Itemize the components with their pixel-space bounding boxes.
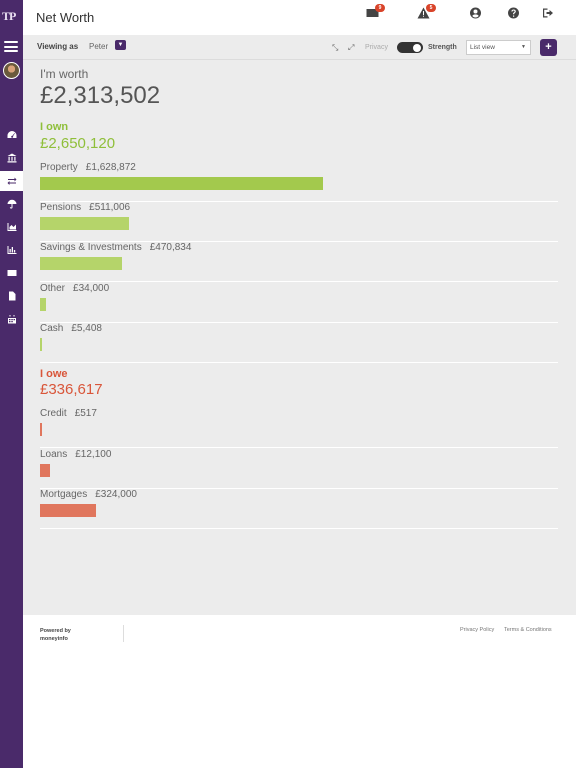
chevron-down-icon: ▼ — [117, 42, 124, 48]
asset-bar — [40, 298, 46, 311]
footer: Powered by moneyinfo Privacy Policy Term… — [23, 615, 576, 768]
row-amount: £324,000 — [95, 489, 137, 500]
asset-bar — [40, 338, 42, 351]
avatar[interactable] — [3, 62, 20, 79]
sign-out-icon — [543, 8, 553, 18]
row-label: Credit — [40, 408, 67, 419]
page-title: Net Worth — [36, 10, 95, 25]
alerts-badge: 5 — [426, 4, 436, 12]
viewing-as-name: Peter — [89, 42, 109, 51]
view-toolbar: Viewing as Peter ▼ ⤡ ⤢ Privacy Strength … — [23, 35, 576, 60]
sidebar: TP — [0, 0, 24, 768]
user-circle-icon — [470, 7, 481, 19]
strength-label: Strength — [428, 44, 457, 51]
liability-bar — [40, 464, 50, 477]
calendar-icon[interactable] — [0, 309, 23, 329]
liability-row-loans[interactable]: Loans £12,100 — [40, 449, 558, 489]
row-amount: £517 — [74, 408, 97, 419]
liability-bar — [40, 504, 96, 517]
row-label: Savings & Investments — [40, 242, 142, 253]
caret-down-icon: ▼ — [521, 44, 526, 50]
view-mode-select[interactable]: List view ▼ — [466, 40, 531, 55]
row-amount: £12,100 — [75, 449, 112, 460]
messages-badge: 9 — [375, 4, 385, 12]
row-label: Mortgages — [40, 489, 88, 500]
liabilities-title: I owe — [40, 368, 68, 380]
asset-bar — [40, 177, 323, 190]
bank-icon[interactable] — [0, 148, 23, 168]
row-label: Property — [40, 162, 78, 173]
help-icon — [508, 7, 519, 19]
help-button[interactable] — [507, 6, 523, 20]
row-label: Pensions — [40, 202, 82, 213]
assets-total: £2,650,120 — [40, 135, 116, 152]
asset-row-other[interactable]: Other £34,000 — [40, 283, 558, 323]
row-label: Other — [40, 283, 66, 294]
asset-bar — [40, 257, 122, 270]
liability-bar — [40, 423, 42, 436]
row-label: Cash — [40, 323, 64, 334]
add-button[interactable]: + — [540, 39, 557, 56]
asset-row-pensions[interactable]: Pensions £511,006 — [40, 202, 558, 242]
logout-button[interactable] — [542, 6, 558, 20]
row-amount: £470,834 — [149, 242, 192, 253]
view-mode-value: List view — [470, 44, 495, 51]
umbrella-icon[interactable] — [0, 194, 23, 214]
envelope-icon[interactable] — [0, 263, 23, 283]
asset-row-property[interactable]: Property £1,628,872 — [40, 162, 558, 202]
row-amount: £511,006 — [89, 202, 131, 213]
asset-bar — [40, 217, 129, 230]
area-chart-icon[interactable] — [0, 217, 23, 237]
liability-row-mortgages[interactable]: Mortgages £324,000 — [40, 489, 558, 529]
net-worth-value: £2,313,502 — [40, 82, 161, 109]
liabilities-total: £336,617 — [40, 381, 103, 398]
bar-chart-icon[interactable] — [0, 240, 23, 260]
privacy-policy-link[interactable]: Privacy Policy — [460, 627, 495, 633]
powered-by: Powered by moneyinfo — [40, 628, 71, 642]
asset-row-savings[interactable]: Savings & Investments £470,834 — [40, 242, 558, 282]
privacy-label: Privacy — [365, 44, 388, 51]
profile-button[interactable] — [469, 6, 485, 20]
footer-divider — [123, 625, 124, 642]
messages-button[interactable]: 9 — [366, 4, 385, 20]
app-logo[interactable]: TP — [2, 9, 16, 23]
liability-row-credit[interactable]: Credit £517 — [40, 408, 558, 448]
viewing-as-dropdown[interactable]: ▼ — [115, 40, 126, 50]
menu-icon[interactable] — [4, 41, 18, 52]
net-worth-label: I'm worth — [40, 67, 89, 81]
expand-icon[interactable]: ⤢ — [348, 43, 355, 52]
collapse-icon[interactable]: ⤡ — [332, 43, 339, 52]
row-amount: £34,000 — [73, 283, 110, 294]
row-amount: £5,408 — [71, 323, 102, 334]
dashboard-icon[interactable] — [0, 125, 23, 145]
alerts-button[interactable]: 5 — [417, 4, 436, 20]
main-content: Viewing as Peter ▼ ⤡ ⤢ Privacy Strength … — [23, 35, 576, 615]
asset-row-cash[interactable]: Cash £5,408 — [40, 323, 558, 363]
warning-icon — [417, 7, 430, 19]
top-header: Net Worth 9 5 — [23, 0, 576, 35]
viewing-as-label: Viewing as — [37, 42, 79, 51]
transfer-icon[interactable] — [0, 171, 24, 191]
document-icon[interactable] — [0, 286, 23, 306]
terms-link[interactable]: Terms & Conditions — [504, 627, 552, 633]
row-label: Loans — [40, 449, 68, 460]
privacy-strength-toggle[interactable] — [397, 42, 423, 53]
assets-title: I own — [40, 121, 69, 133]
row-amount: £1,628,872 — [85, 162, 136, 173]
